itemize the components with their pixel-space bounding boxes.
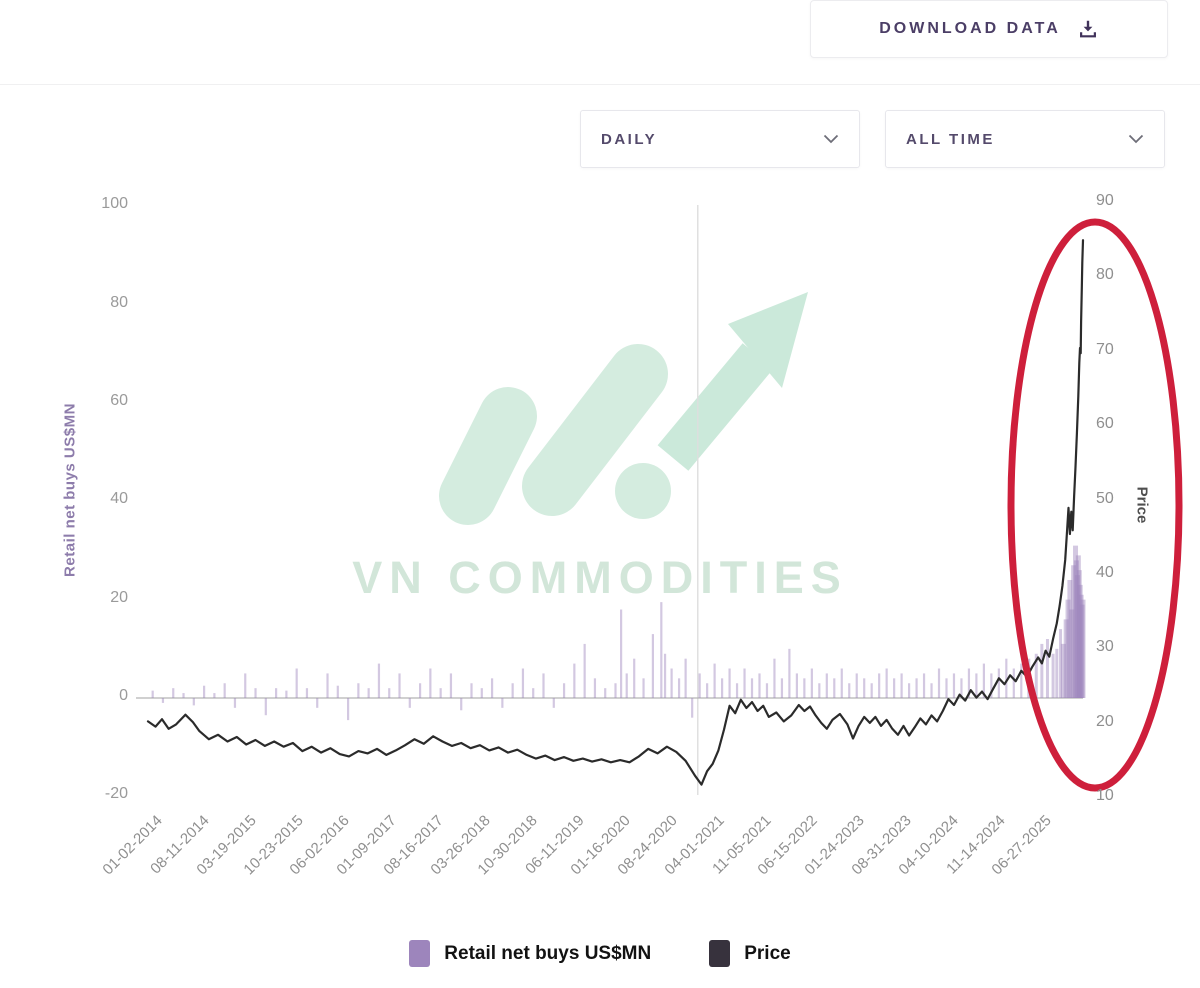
watermark-logo-icon — [439, 292, 808, 525]
right-axis-tick: 40 — [1096, 563, 1114, 581]
right-axis-tick: 20 — [1096, 712, 1114, 730]
header-divider — [0, 84, 1200, 85]
left-axis-tick: 20 — [110, 588, 128, 606]
right-axis-tick: 10 — [1096, 787, 1114, 804]
right-axis-tick: 60 — [1096, 415, 1114, 433]
download-data-label: DOWNLOAD DATA — [879, 20, 1061, 37]
legend-label: Retail net buys US$MN — [444, 942, 652, 964]
left-axis-tick: 100 — [101, 195, 128, 213]
frequency-dropdown[interactable]: DAILY — [580, 110, 860, 168]
legend-label: Price — [744, 942, 791, 964]
range-dropdown[interactable]: ALL TIME — [885, 110, 1165, 168]
left-axis-tick: 40 — [110, 490, 128, 508]
highlight-ellipse — [1007, 218, 1183, 792]
right-axis-tick: 30 — [1096, 638, 1114, 656]
left-axis-tick: 60 — [110, 392, 128, 409]
legend-swatch — [409, 940, 431, 967]
left-axis-tick: 0 — [119, 687, 128, 704]
chart-legend: Retail net buys US$MN Price — [0, 940, 1200, 967]
range-value: ALL TIME — [906, 130, 995, 148]
chevron-down-icon — [823, 134, 839, 144]
frequency-value: DAILY — [601, 130, 658, 148]
download-icon — [1079, 20, 1096, 38]
left-axis-tick: -20 — [104, 785, 128, 803]
left-axis-tick: 80 — [110, 293, 128, 311]
legend-swatch — [709, 940, 731, 967]
legend-item: Retail net buys US$MN — [409, 940, 651, 967]
right-axis-title: Price — [1133, 486, 1151, 524]
download-data-button[interactable]: DOWNLOAD DATA — [810, 0, 1168, 58]
right-axis-tick: 70 — [1096, 340, 1114, 358]
watermark-text: VN COMMODITIES — [352, 552, 848, 603]
legend-item: Price — [709, 940, 791, 967]
right-axis-tick: 90 — [1096, 192, 1114, 209]
chevron-down-icon — [1128, 134, 1144, 144]
right-axis-tick: 50 — [1096, 489, 1114, 507]
right-axis-tick: 80 — [1096, 266, 1114, 284]
